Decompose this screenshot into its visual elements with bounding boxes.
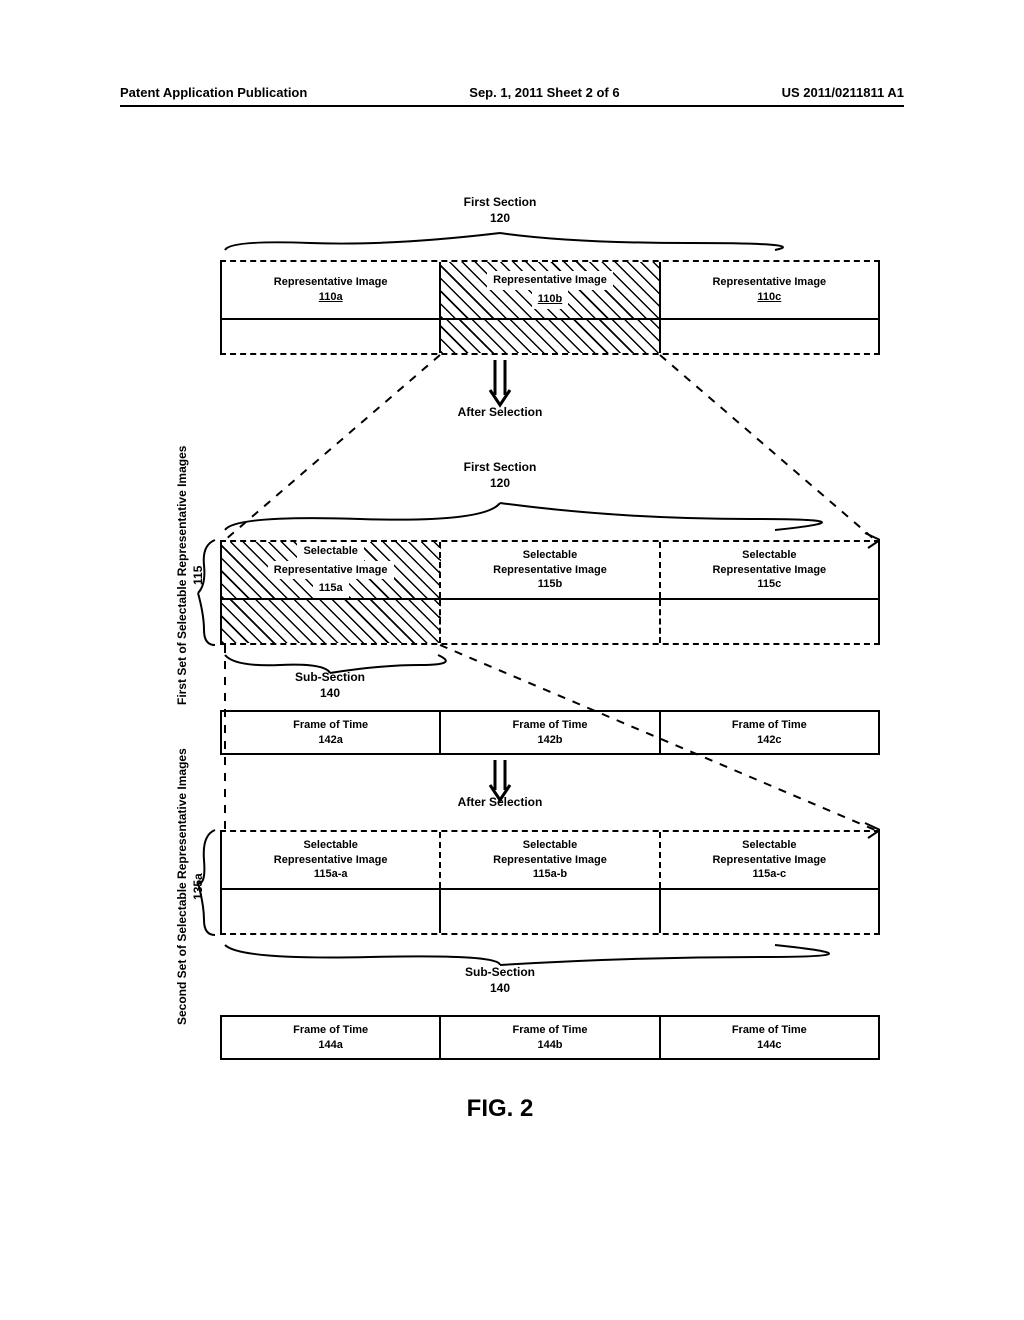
- blank-cell: [661, 600, 878, 643]
- first-section-mid-label: First Section 120: [120, 460, 880, 491]
- after-selection-2: After Selection: [120, 795, 880, 811]
- header-rule: [120, 105, 904, 107]
- blank-cell: [222, 890, 441, 933]
- header-right: US 2011/0211811 A1: [782, 85, 904, 100]
- row-frame-142: Frame of Time142a Frame of Time142b Fram…: [220, 710, 880, 755]
- sub-section-1-label: Sub-Section 140: [220, 670, 440, 701]
- row-selectable-115: Selectable Representative Image 115a Sel…: [220, 540, 880, 600]
- blank-cell: [661, 890, 878, 933]
- sel-rep-115a-c: SelectableRepresentative Image115a-c: [661, 832, 878, 888]
- sel-rep-115c: SelectableRepresentative Image115c: [661, 542, 878, 598]
- header-center: Sep. 1, 2011 Sheet 2 of 6: [469, 85, 619, 100]
- page: Patent Application Publication Sep. 1, 2…: [0, 0, 1024, 1320]
- row-selectable-115a: SelectableRepresentative Image115a-a Sel…: [220, 830, 880, 890]
- blank-cell: [441, 890, 660, 933]
- rep-image-110b: Representative Image 110b: [441, 262, 660, 318]
- sel-rep-115a-b: SelectableRepresentative Image115a-b: [441, 832, 660, 888]
- blank-cell: [441, 600, 660, 643]
- row-representative-images: Representative Image 110a Representative…: [220, 260, 880, 320]
- row-rep-hatch-ext: [220, 320, 880, 355]
- frame-142a: Frame of Time142a: [222, 712, 441, 753]
- frame-142b: Frame of Time142b: [441, 712, 660, 753]
- page-header: Patent Application Publication Sep. 1, 2…: [120, 85, 904, 100]
- frame-142c: Frame of Time142c: [661, 712, 878, 753]
- blank-cell: [222, 320, 441, 353]
- first-set-vlabel: First Set of Selectable Representative I…: [175, 446, 206, 705]
- diagram-container: First Section 120 Representative Image 1…: [120, 195, 880, 1165]
- after-selection-1: After Selection: [120, 405, 880, 421]
- row-selectable-115-ext: [220, 600, 880, 645]
- sel-rep-115a: Selectable Representative Image 115a: [222, 542, 441, 598]
- frame-144b: Frame of Time144b: [441, 1017, 660, 1058]
- frame-144a: Frame of Time144a: [222, 1017, 441, 1058]
- sel-rep-115a-a: SelectableRepresentative Image115a-a: [222, 832, 441, 888]
- sub-section-2-label: Sub-Section 140: [120, 965, 880, 996]
- rep-image-110b-ext: [441, 320, 660, 353]
- rep-image-110a: Representative Image 110a: [222, 262, 441, 318]
- sel-rep-115b: SelectableRepresentative Image115b: [441, 542, 660, 598]
- sel-rep-115a-ext: [222, 600, 441, 643]
- header-left: Patent Application Publication: [120, 85, 307, 100]
- frame-144c: Frame of Time144c: [661, 1017, 878, 1058]
- rep-image-110c: Representative Image 110c: [661, 262, 878, 318]
- row-frame-144: Frame of Time144a Frame of Time144b Fram…: [220, 1015, 880, 1060]
- figure-caption: FIG. 2: [467, 1095, 534, 1123]
- second-set-vlabel: Second Set of Selectable Representative …: [175, 748, 206, 1025]
- row-selectable-115a-ext: [220, 890, 880, 935]
- blank-cell: [661, 320, 878, 353]
- first-section-top-label: First Section 120: [120, 195, 880, 226]
